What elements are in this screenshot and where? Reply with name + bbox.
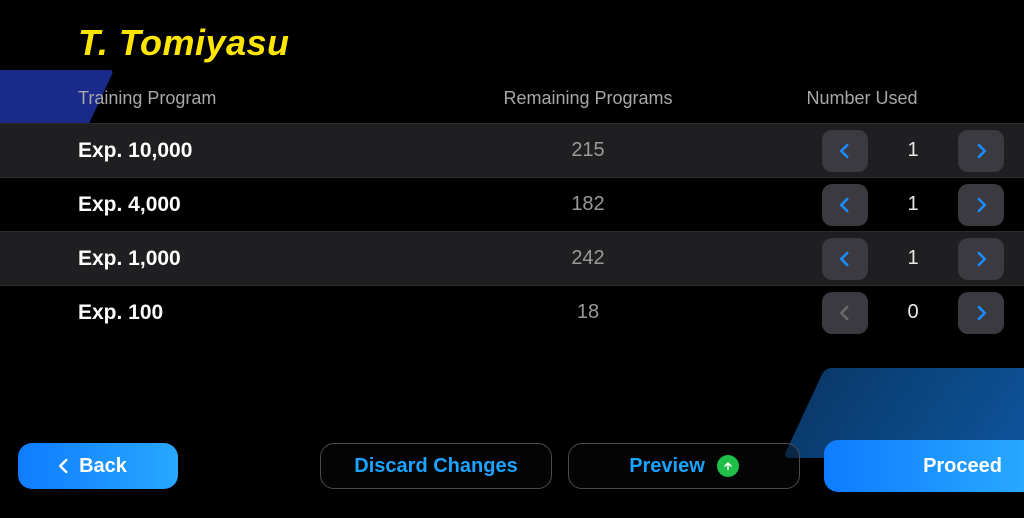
training-table: Training Program Remaining Programs Numb… [0, 80, 1024, 339]
chevron-left-icon [836, 303, 854, 323]
program-label: Exp. 100 [78, 301, 438, 325]
discard-button[interactable]: Discard Changes [320, 443, 552, 489]
proceed-button[interactable]: Proceed [824, 440, 1024, 492]
used-value: 0 [868, 301, 958, 324]
quantity-stepper: 0 [738, 292, 1004, 334]
chevron-right-icon [972, 141, 990, 161]
used-value: 1 [868, 139, 958, 162]
quantity-stepper: 1 [738, 238, 1004, 280]
increment-button[interactable] [958, 184, 1004, 226]
chevron-left-icon [55, 457, 73, 475]
chevron-right-icon [972, 195, 990, 215]
used-value: 1 [868, 193, 958, 216]
player-name: T. Tomiyasu [78, 22, 290, 64]
table-row: Exp. 100 18 0 [0, 285, 1024, 339]
decrement-button [822, 292, 868, 334]
table-row: Exp. 1,000 242 1 [0, 231, 1024, 285]
program-label: Exp. 10,000 [78, 139, 438, 163]
chevron-right-icon [972, 303, 990, 323]
chevron-right-icon [972, 249, 990, 269]
footer-bar: Back Discard Changes Preview Proceed [0, 440, 1024, 492]
preview-button[interactable]: Preview [568, 443, 800, 489]
remaining-value: 242 [438, 247, 738, 270]
discard-label: Discard Changes [354, 455, 517, 478]
increment-button[interactable] [958, 292, 1004, 334]
chevron-left-icon [836, 195, 854, 215]
table-header: Training Program Remaining Programs Numb… [0, 80, 1024, 123]
program-label: Exp. 1,000 [78, 247, 438, 271]
decrement-button[interactable] [822, 184, 868, 226]
table-row: Exp. 10,000 215 1 [0, 123, 1024, 177]
increment-button[interactable] [958, 238, 1004, 280]
increment-button[interactable] [958, 130, 1004, 172]
header-remaining: Remaining Programs [438, 88, 738, 109]
quantity-stepper: 1 [738, 130, 1004, 172]
header-used: Number Used [738, 88, 946, 109]
quantity-stepper: 1 [738, 184, 1004, 226]
up-arrow-badge [717, 455, 739, 477]
back-button[interactable]: Back [18, 443, 178, 489]
arrow-up-icon [722, 460, 734, 472]
chevron-left-icon [836, 141, 854, 161]
decrement-button[interactable] [822, 130, 868, 172]
header-program: Training Program [78, 88, 438, 109]
decrement-button[interactable] [822, 238, 868, 280]
remaining-value: 182 [438, 193, 738, 216]
back-label: Back [79, 455, 127, 478]
remaining-value: 215 [438, 139, 738, 162]
proceed-label: Proceed [923, 455, 1002, 478]
chevron-left-icon [836, 249, 854, 269]
table-row: Exp. 4,000 182 1 [0, 177, 1024, 231]
remaining-value: 18 [438, 301, 738, 324]
used-value: 1 [868, 247, 958, 270]
program-label: Exp. 4,000 [78, 193, 438, 217]
preview-label: Preview [629, 455, 705, 478]
